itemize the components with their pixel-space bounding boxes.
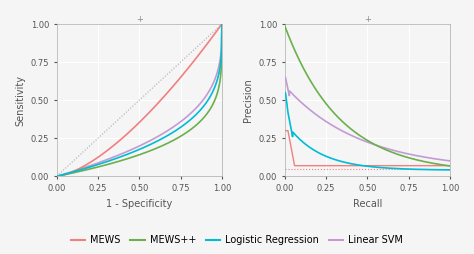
X-axis label: 1 - Specificity: 1 - Specificity bbox=[106, 199, 173, 209]
Legend: MEWS, MEWS++, Logistic Regression, Linear SVM: MEWS, MEWS++, Logistic Regression, Linea… bbox=[67, 231, 407, 249]
X-axis label: Recall: Recall bbox=[353, 199, 382, 209]
Title: +: + bbox=[364, 15, 371, 24]
Title: +: + bbox=[136, 15, 143, 24]
Y-axis label: Sensitivity: Sensitivity bbox=[15, 75, 25, 126]
Y-axis label: Precision: Precision bbox=[243, 78, 253, 122]
